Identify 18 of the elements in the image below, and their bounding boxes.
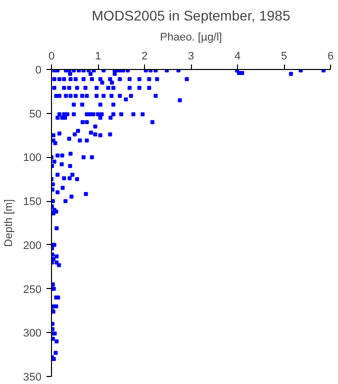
y-tick-label: 0 (35, 64, 42, 76)
y-axis-title: Depth [m] (3, 199, 16, 247)
x-tick-label: 5 (280, 50, 288, 62)
x-tick-label: 0 (48, 50, 55, 62)
y-tick-label: 350 (23, 372, 42, 384)
y-tick-label: 50 (29, 108, 42, 120)
x-tick-label: 1 (94, 50, 102, 62)
x-axis-title: Phaeo. [µg/l] (160, 32, 222, 44)
x-tick-label: 3 (188, 50, 194, 62)
x-tick-label: 4 (234, 50, 241, 62)
y-tick-label: 250 (23, 284, 42, 296)
y-tick-label: 150 (23, 196, 42, 208)
chart-title: MODS2005 in September, 1985 (92, 8, 290, 24)
y-tick-label: 300 (23, 328, 42, 340)
x-tick-label: 2 (141, 50, 148, 62)
y-tick-label: 100 (23, 152, 42, 164)
x-tick-label: 6 (327, 50, 334, 62)
y-tick-label: 200 (23, 240, 42, 252)
